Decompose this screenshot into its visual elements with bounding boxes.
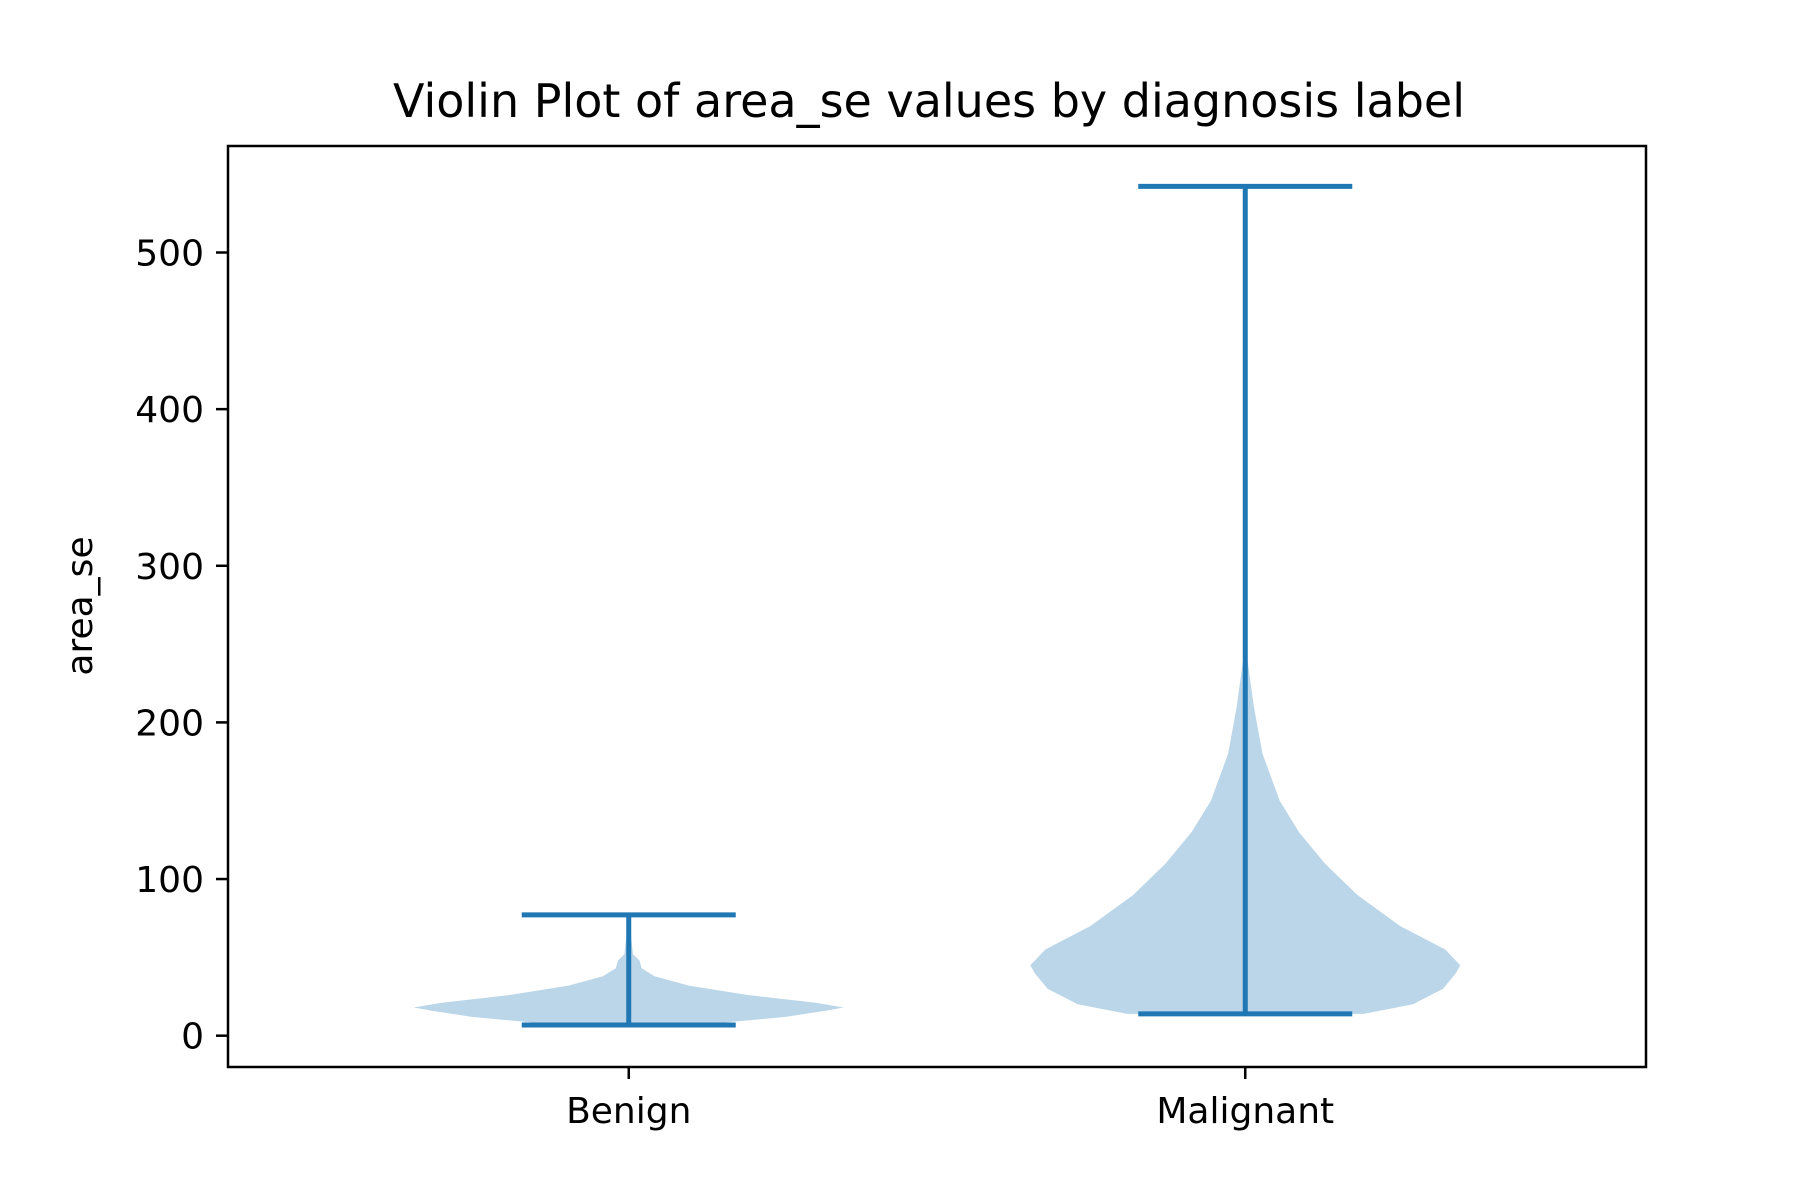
y-tick-label: 500 [135, 234, 204, 275]
y-tick-label: 400 [135, 390, 204, 431]
y-tick-label: 0 [181, 1017, 204, 1058]
x-tick-label-benign: Benign [566, 1091, 691, 1132]
chart-title: Violin Plot of area_se values by diagnos… [393, 74, 1465, 128]
y-axis-label: area_se [60, 536, 101, 675]
tick-layer: Benign Malignant 0 100 200 300 400 500 [135, 234, 1334, 1132]
x-tick-label-malignant: Malignant [1156, 1091, 1334, 1132]
y-tick-label: 100 [135, 860, 204, 901]
violin-layer [413, 183, 1461, 1028]
plot-frame [226, 144, 1648, 1069]
y-tick-label: 200 [135, 703, 204, 744]
y-tick-label: 300 [135, 547, 204, 588]
